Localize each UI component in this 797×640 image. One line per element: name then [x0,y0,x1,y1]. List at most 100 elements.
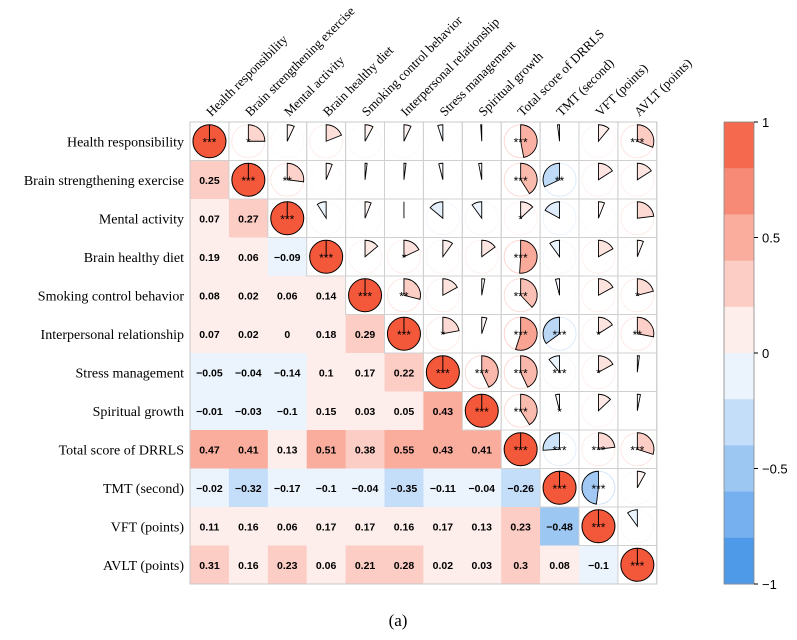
value-label-9-8: −0.26 [507,483,534,495]
pie-9-11 [620,470,655,505]
value-label-8-4: 0.38 [355,444,376,456]
cell-7-5 [384,391,424,431]
value-label-6-3: 0.1 [319,367,334,379]
value-label-3-1: 0.06 [238,252,259,264]
cell-11-5 [384,545,424,585]
cell-8-5 [384,430,424,469]
cell-11-7 [462,545,502,585]
value-label-10-7: 0.13 [472,521,493,533]
significance-6-6: *** [436,366,450,380]
pie-1-11 [620,162,655,197]
pie-0-7 [464,124,499,159]
row-label-3: Brain healthy diet [84,251,184,266]
value-label-6-4: 0.17 [355,367,376,379]
cell-6-5 [384,353,424,392]
significance-3-5: * [402,251,407,265]
cell-5-1 [228,314,269,354]
pie-9-10 [581,470,616,505]
cell-9-2 [267,468,308,508]
significance-0-0: *** [202,135,216,149]
cell-9-3 [306,468,346,508]
pie-2-8 [503,201,538,236]
cell-11-3 [306,545,346,585]
cell-6-1 [228,353,269,392]
value-label-8-3: 0.51 [316,444,337,456]
cell-9-4 [345,468,385,508]
value-label-4-3: 0.14 [316,290,337,302]
cell-10-5 [384,507,424,546]
cell-11-9 [540,545,580,585]
pie-1-7 [464,162,499,197]
value-label-5-2: 0 [284,329,290,341]
pie-10-10 [581,509,616,544]
value-label-4-1: 0.02 [238,290,259,302]
significance-1-1: *** [241,174,255,188]
value-label-5-3: 0.18 [316,329,337,341]
pie-6-8 [503,355,538,390]
value-label-11-10: −0.1 [588,560,609,572]
significance-3-8: *** [514,251,528,265]
significance-8-10: *** [591,443,605,457]
pie-7-10 [581,393,616,428]
value-label-7-0: −0.01 [196,406,223,418]
cell-9-0 [190,468,230,508]
value-label-6-0: −0.05 [196,367,223,379]
pie-0-9 [542,124,577,159]
pie-6-9 [542,355,577,390]
significance-7-7: *** [475,405,489,419]
cell-7-4 [345,391,385,431]
colorbar-tick-label-4: −1 [762,577,777,592]
value-label-7-5: 0.05 [394,406,415,418]
significance-2-8: * [518,212,523,226]
colorbar-band-4 [724,306,754,354]
pie-1-1 [231,162,266,197]
significance-5-6: * [441,328,446,342]
pie-1-8 [503,162,538,197]
colorbar-band-8 [724,491,754,539]
cell-9-5 [384,468,424,508]
value-label-6-1: −0.04 [235,367,262,379]
pie-1-6 [425,162,460,197]
colorbar-band-5 [724,353,754,400]
pie-7-7 [464,393,499,428]
significance-9-10: *** [591,482,605,496]
significance-7-9: * [557,405,562,419]
value-label-9-7: −0.04 [468,483,495,495]
pie-3-10 [581,239,616,274]
pie-1-4 [348,162,382,197]
pie-2-6 [425,201,460,236]
significance-5-11: ** [633,328,643,342]
value-label-11-3: 0.06 [316,560,337,572]
pie-0-6 [425,124,460,159]
cell-10-6 [423,507,463,546]
pie-2-11 [620,201,655,236]
cell-7-6 [423,391,463,431]
colorbar-tick-label-1: 0.5 [762,231,780,246]
correlation-value-labels: 0.25 0.07 0.27 0.19 0.06 −0.09 0.08 0.02 0.06 0.1… [196,175,609,572]
pie-4-5 [387,278,421,313]
value-label-10-3: 0.17 [316,521,337,533]
row-label-8: Total score of DRRLS [59,443,184,458]
significance-6-7: *** [475,366,489,380]
pie-3-7 [464,239,499,274]
significance-8-8: *** [514,443,528,457]
row-label-11: AVLT (points) [103,559,184,574]
value-label-8-5: 0.55 [394,444,415,456]
value-label-9-3: −0.1 [316,483,337,495]
row-label-4: Smoking control behavior [38,289,185,304]
cell-7-3 [306,391,346,431]
cell-5-4 [345,314,385,354]
pie-2-2 [270,201,305,236]
pie-0-5 [387,124,421,159]
significance-7-8: *** [514,405,528,419]
pie-4-6 [425,278,460,313]
cell-11-1 [228,545,269,585]
value-label-10-8: 0.23 [510,521,531,533]
value-label-4-0: 0.08 [199,290,220,302]
value-label-7-2: −0.1 [277,406,298,418]
value-label-10-0: 0.11 [200,521,220,533]
significance-6-9: *** [553,366,567,380]
row-label-2: Mental activity [99,212,184,227]
pie-1-10 [581,162,616,197]
